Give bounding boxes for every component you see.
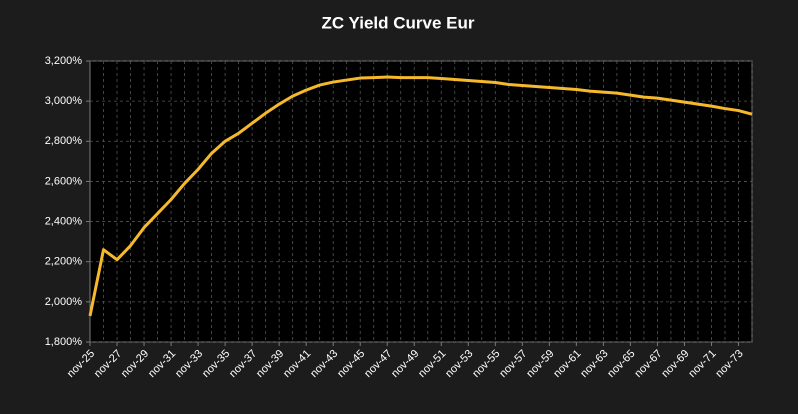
data-line	[88, 75, 753, 317]
y-tick-label: 2,800%	[45, 135, 83, 147]
y-tick-label: 2,000%	[45, 296, 83, 308]
plot-area	[89, 60, 753, 343]
y-tick-label: 2,400%	[45, 215, 83, 227]
y-tick-label: 2,600%	[45, 175, 83, 187]
y-tick-label: 3,000%	[45, 95, 83, 107]
chart-title: ZC Yield Curve Eur	[321, 13, 474, 32]
y-tick-label: 2,200%	[45, 256, 83, 268]
y-tick-label: 1,800%	[45, 336, 83, 348]
y-tick-label: 3,200%	[45, 55, 83, 67]
